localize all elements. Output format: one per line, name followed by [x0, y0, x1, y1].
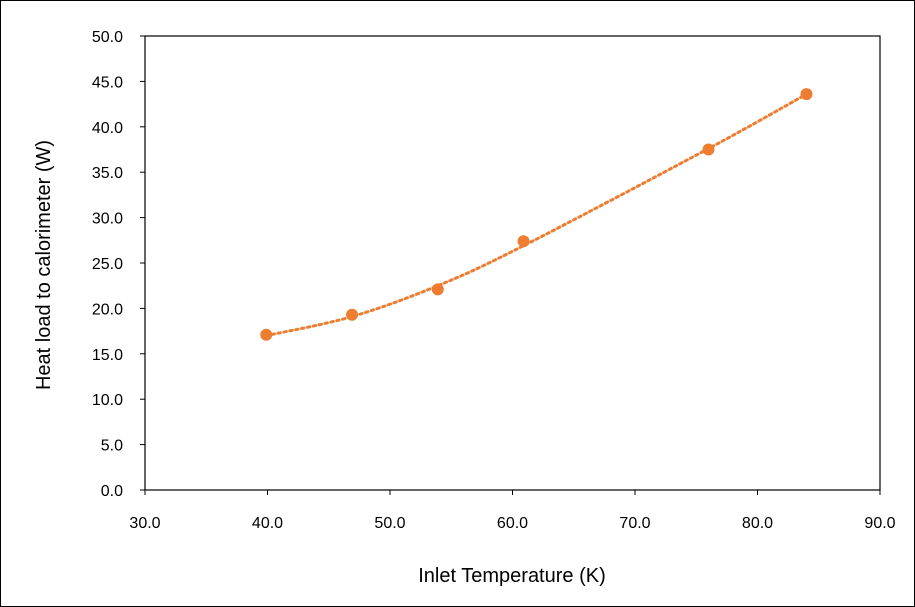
y-tick-label: 20.0 — [92, 301, 123, 318]
plot-area — [144, 35, 881, 491]
y-tick-label: 30.0 — [92, 211, 123, 228]
y-tick-label: 50.0 — [92, 29, 123, 46]
x-tick-label: 50.0 — [374, 515, 405, 532]
data-point — [517, 235, 530, 248]
y-tick-label: 15.0 — [92, 347, 123, 364]
data-point — [431, 283, 444, 296]
x-axis-ticks: 30.0 40.0 50.0 60.0 70.0 80.0 90.0 — [129, 490, 896, 532]
x-tick-label: 90.0 — [864, 515, 895, 532]
y-tick-label: 10.0 — [92, 392, 123, 409]
x-tick-label: 60.0 — [497, 515, 528, 532]
y-tick-label: 0.0 — [101, 483, 123, 500]
y-tick-label: 40.0 — [92, 120, 123, 137]
x-tick-label: 80.0 — [742, 515, 773, 532]
x-tick-label: 70.0 — [619, 515, 650, 532]
y-tick-label: 25.0 — [92, 256, 123, 273]
y-tick-label: 5.0 — [101, 438, 123, 455]
x-tick-label: 30.0 — [129, 515, 160, 532]
trendline — [264, 92, 808, 338]
x-axis-title: Inlet Temperature (K) — [418, 565, 606, 587]
y-axis-ticks: 0.0 5.0 10.0 15.0 20.0 25.0 30.0 35.0 40.0 45.0 50… — [92, 29, 145, 500]
y-tick-label: 45.0 — [92, 74, 123, 91]
x-tick-label: 40.0 — [252, 515, 283, 532]
data-point — [702, 143, 715, 156]
data-point — [346, 308, 359, 321]
y-tick-label: 35.0 — [92, 165, 123, 182]
plot-border — [144, 35, 881, 491]
data-point — [800, 88, 813, 101]
y-axis-title: Heat load to calorimeter (W) — [33, 140, 55, 390]
data-point — [260, 328, 273, 341]
